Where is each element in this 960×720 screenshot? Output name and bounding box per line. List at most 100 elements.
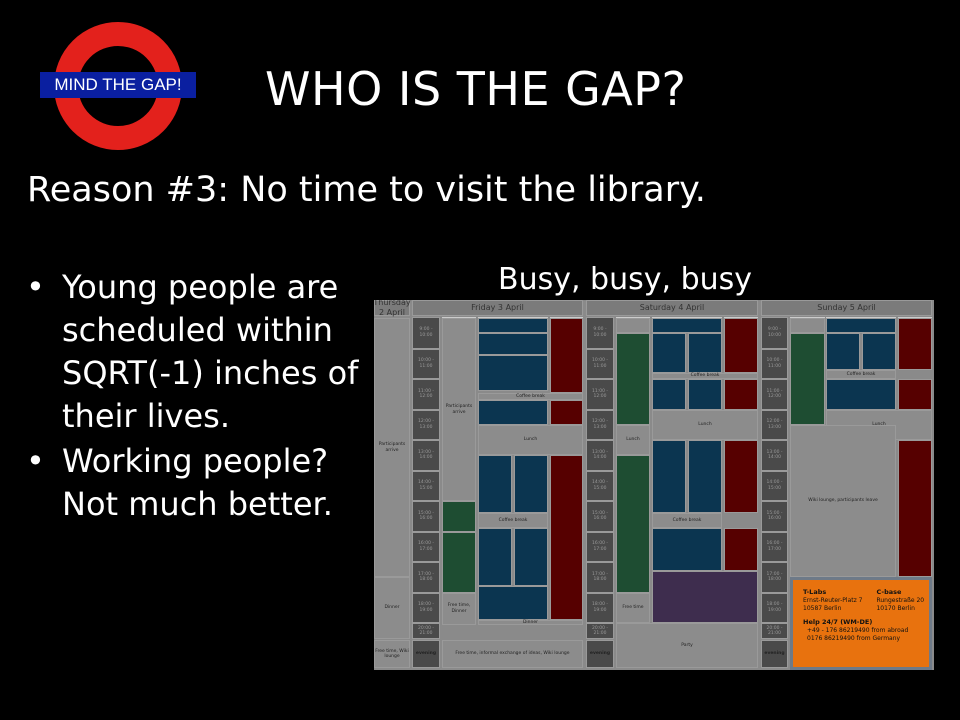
schedule-block: [478, 318, 548, 334]
time-cell: 9:00 - 10:00: [586, 317, 614, 349]
phone-germany: 0176 86219490 from Germany: [807, 634, 901, 642]
time-cell: 9:00 - 10:00: [761, 317, 788, 349]
venue-info-box: T-Labs Ernst-Reuter-Platz 7 10587 Berlin C…: [790, 577, 932, 670]
phone-abroad: +49 - 176 86219490 from abroad: [807, 627, 909, 635]
schedule-block: [550, 318, 583, 393]
venue-name: T-Labs: [803, 588, 827, 596]
schedule-block: [862, 333, 896, 370]
schedule-block: [616, 333, 650, 425]
schedule-block: Lunch: [616, 424, 650, 456]
schedule-block: [826, 333, 860, 370]
mind-the-gap-logo: MIND THE GAP!: [38, 22, 198, 150]
help-title: Help 24/7 (WM-DE): [803, 618, 873, 627]
time-cell: evening: [761, 640, 788, 668]
schedule-block: Dinner: [478, 620, 583, 625]
time-cell: 15:00 - 16:00: [586, 501, 614, 532]
schedule-block: [790, 333, 825, 425]
schedule-block: [478, 400, 548, 425]
time-cell: 9:00 - 10:00: [412, 317, 440, 349]
logo-text: MIND THE GAP!: [40, 72, 196, 98]
bullet-list: Young people are scheduled within SQRT(-…: [22, 266, 362, 528]
day-header: Thursday 2 April: [374, 300, 411, 317]
time-cell: 13:00 - 14:00: [761, 440, 788, 471]
schedule-block: [616, 455, 650, 593]
time-cell: 15:00 - 16:00: [412, 501, 440, 532]
schedule-block: [688, 333, 722, 373]
time-cell: 14:00 - 15:00: [586, 470, 614, 501]
schedule-block: Participants arrive: [442, 318, 476, 501]
schedule-block: [652, 528, 722, 572]
time-cell: 11:00 - 12:00: [412, 379, 440, 410]
time-cell: 12:00 - 13:00: [761, 409, 788, 440]
schedule-block: [442, 501, 476, 532]
time-cell: 14:00 - 15:00: [412, 470, 440, 501]
time-cell: 17:00 - 18:00: [586, 562, 614, 593]
schedule-block: [652, 571, 758, 623]
schedule-block: [724, 379, 758, 410]
time-cell: 11:00 - 12:00: [586, 379, 614, 410]
time-cell: 16:00 - 17:00: [761, 531, 788, 562]
venue-name: C-base: [876, 588, 902, 596]
schedule-block: [652, 440, 686, 514]
time-cell: 10:00 - 11:00: [586, 348, 614, 379]
time-cell: 18:00 - 19:00: [412, 592, 440, 623]
schedule-block: Participants arrive: [374, 318, 410, 577]
schedule-block: [826, 318, 896, 334]
bullet-item: Young people are scheduled within SQRT(-…: [22, 266, 362, 438]
time-cell: 20:00 - 21:00: [586, 623, 614, 639]
schedule-block: [898, 379, 932, 410]
time-cell: 15:00 - 16:00: [761, 501, 788, 532]
time-cell: 16:00 - 17:00: [412, 531, 440, 562]
schedule-block: Party: [616, 623, 758, 668]
bullet-item: Working people? Not much better.: [22, 440, 362, 526]
schedule-block: [478, 354, 548, 392]
schedule-block: Lunch: [478, 424, 583, 456]
schedule-block: [688, 379, 722, 410]
schedule-image: Thursday 2 April Friday 3 April Saturday 4…: [374, 300, 934, 670]
image-caption: Busy, busy, busy: [498, 262, 753, 297]
schedule-block: Coffee break: [478, 513, 548, 529]
schedule-block: [478, 333, 548, 355]
slide-title: WHO IS THE GAP?: [265, 62, 687, 116]
time-cell: 14:00 - 15:00: [761, 470, 788, 501]
schedule-block: [514, 528, 548, 587]
schedule-block: [478, 455, 512, 514]
schedule-block: Free time: [616, 592, 650, 623]
schedule-block: Wiki lounge, participants leave: [790, 424, 896, 578]
venue-address: Rungestraße 20 10170 Berlin: [876, 596, 925, 612]
time-cell: 17:00 - 18:00: [412, 562, 440, 593]
schedule-block: [652, 318, 722, 334]
venue-address: Ernst-Reuter-Platz 7 10587 Berlin: [803, 596, 863, 612]
schedule-block: Free time, Dinner: [442, 592, 476, 625]
schedule-block: Free time, Wiki lounge: [374, 640, 410, 668]
slide-subtitle: Reason #3: No time to visit the library.: [27, 170, 706, 210]
schedule-block: [826, 379, 896, 410]
schedule-block: [550, 400, 583, 425]
schedule-block: Coffee break: [478, 392, 583, 401]
time-cell: 10:00 - 11:00: [761, 348, 788, 379]
schedule-block: [898, 440, 932, 578]
schedule-block: [898, 318, 932, 370]
time-cell: evening: [586, 640, 614, 668]
schedule-block: [514, 455, 548, 514]
time-cell: 12:00 - 13:00: [412, 409, 440, 440]
time-cell: 12:00 - 13:00: [586, 409, 614, 440]
schedule-block: Coffee break: [652, 513, 722, 529]
schedule-block: [790, 318, 825, 334]
schedule-block: [724, 318, 758, 373]
time-cell: 16:00 - 17:00: [586, 531, 614, 562]
time-cell: evening: [412, 640, 440, 668]
day-header: Saturday 4 April: [586, 300, 758, 316]
schedule-block: [724, 528, 758, 572]
time-cell: 11:00 - 12:00: [761, 379, 788, 410]
time-cell: 18:00 - 19:00: [586, 592, 614, 623]
time-cell: 13:00 - 14:00: [412, 440, 440, 471]
schedule-block: Coffee break: [652, 372, 758, 379]
schedule-block: Coffee break: [826, 369, 896, 379]
schedule-block: [616, 318, 650, 334]
schedule-block: Free time, informal exchange of ideas, W…: [442, 640, 583, 668]
schedule-block: [652, 379, 686, 410]
time-cell: 17:00 - 18:00: [761, 562, 788, 593]
time-cell: 10:00 - 11:00: [412, 348, 440, 379]
time-cell: 18:00 - 19:00: [761, 592, 788, 623]
